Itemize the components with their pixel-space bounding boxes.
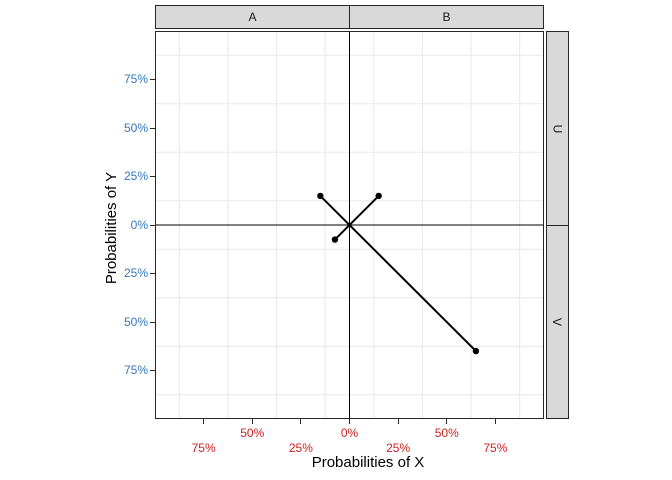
x-tick-mark <box>251 419 253 424</box>
y-tick-mark <box>150 224 155 226</box>
x-tick-mark <box>349 419 350 424</box>
y-tick-label: 75% <box>123 363 148 377</box>
facet-label-v: V <box>550 317 565 327</box>
y-tick-mark <box>150 321 155 323</box>
y-tick-mark <box>150 370 155 371</box>
x-tick-label: 25% <box>288 441 313 455</box>
plot-panel <box>155 31 544 419</box>
facet-strip-v: V <box>546 225 569 419</box>
facet-label-a: A <box>248 10 257 24</box>
data-point <box>331 236 339 243</box>
x-tick-mark <box>446 419 448 424</box>
y-tick-label: 25% <box>123 169 148 183</box>
y-tick-mark <box>150 127 155 129</box>
plot-area-svg <box>155 31 544 419</box>
facet-strip-a: A <box>155 5 350 29</box>
x-tick-label: 0% <box>340 426 359 440</box>
facet-label-b: B <box>442 10 451 24</box>
x-tick-mark <box>300 419 302 424</box>
x-tick-label: 75% <box>191 441 216 455</box>
facet-label-u: U <box>550 124 565 133</box>
data-point <box>472 347 480 355</box>
y-tick-mark <box>150 176 155 177</box>
x-tick-mark <box>397 419 399 424</box>
x-tick-label: 50% <box>434 426 459 440</box>
y-tick-mark <box>150 273 155 274</box>
x-tick-mark <box>494 419 496 424</box>
y-tick-mark <box>150 79 155 80</box>
data-point <box>317 192 324 200</box>
facet-strip-u: U <box>546 31 569 226</box>
x-tick-label: 75% <box>483 441 508 455</box>
x-tick-label: 25% <box>386 441 411 455</box>
y-tick-label: 25% <box>123 266 148 280</box>
line-segment-positive-slope <box>333 194 380 241</box>
facet-strip-b: B <box>349 5 544 29</box>
data-point <box>375 192 382 200</box>
y-tick-label: 0% <box>130 217 148 232</box>
x-tick-label: 50% <box>240 426 265 440</box>
x-tick-mark <box>203 419 205 424</box>
y-tick-label: 50% <box>123 120 148 135</box>
y-tick-label: 50% <box>123 314 148 329</box>
x-axis-title: Probabilities of X <box>311 454 425 471</box>
line-segment-negative-slope <box>319 194 477 353</box>
y-tick-label: 75% <box>123 72 148 86</box>
